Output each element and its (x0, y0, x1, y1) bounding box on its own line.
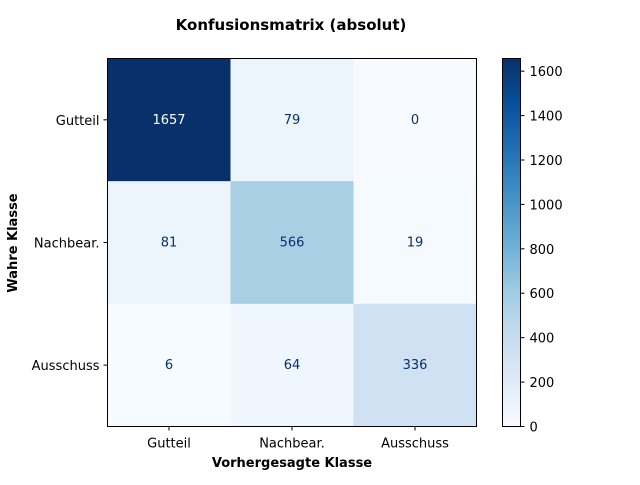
colorbar-ticks: 0 200 400 600 800 1000 1200 1400 1600 (520, 65, 563, 436)
x-tick-label: Ausschuss (381, 437, 449, 452)
matrix-cell (230, 58, 354, 182)
matrix-cell-value: 19 (407, 236, 424, 251)
colorbar-tick-label: 0 (530, 421, 538, 436)
y-axis-label: Wahre Klasse (6, 193, 21, 292)
colorbar-tick-label: 1400 (530, 110, 563, 125)
matrix-cell (107, 303, 231, 427)
matrix-cell-value: 81 (161, 236, 178, 251)
x-tick-label: Gutteil (147, 437, 191, 452)
colorbar-tick-label: 600 (530, 287, 555, 302)
matrix-cell (107, 181, 231, 305)
matrix-cell-value: 0 (411, 113, 419, 128)
matrix-cell (353, 303, 477, 427)
x-tick-label: Nachbear. (259, 437, 325, 452)
matrix-cell-value: 79 (284, 113, 301, 128)
matrix-cell-labels: 1657 79 0 81 566 19 6 64 336 (152, 113, 427, 373)
y-axis-ticks: Gutteil Nachbear. Ausschuss (32, 114, 108, 374)
x-axis-ticks: Gutteil Nachbear. Ausschuss (147, 426, 449, 452)
colorbar-tick-label: 1000 (530, 198, 563, 213)
colorbar-tick-label: 400 (530, 332, 555, 347)
matrix-cell (230, 181, 354, 305)
colorbar (502, 58, 521, 427)
y-tick-label: Nachbear. (34, 237, 100, 252)
x-axis-label: Vorhergesagte Klasse (212, 456, 372, 471)
y-tick-label: Ausschuss (32, 359, 100, 374)
matrix-cell (107, 58, 231, 182)
matrix-cells (107, 58, 477, 427)
colorbar-tick-label: 1600 (530, 65, 563, 80)
colorbar-tick-label: 800 (530, 243, 555, 258)
matrix-cell-value: 336 (403, 358, 428, 373)
chart-title: Konfusionsmatrix (absolut) (176, 16, 407, 34)
matrix-cell-value: 64 (284, 358, 301, 373)
matrix-cell (353, 58, 477, 182)
matrix-cell (353, 181, 477, 305)
matrix-cell (230, 303, 354, 427)
colorbar-tick-label: 200 (530, 376, 555, 391)
colorbar-tick-label: 1200 (530, 154, 563, 169)
y-tick-label: Gutteil (56, 114, 100, 129)
matrix-cell-value: 1657 (152, 113, 185, 128)
matrix-cell-value: 566 (280, 236, 305, 251)
matrix-cell-value: 6 (165, 358, 173, 373)
